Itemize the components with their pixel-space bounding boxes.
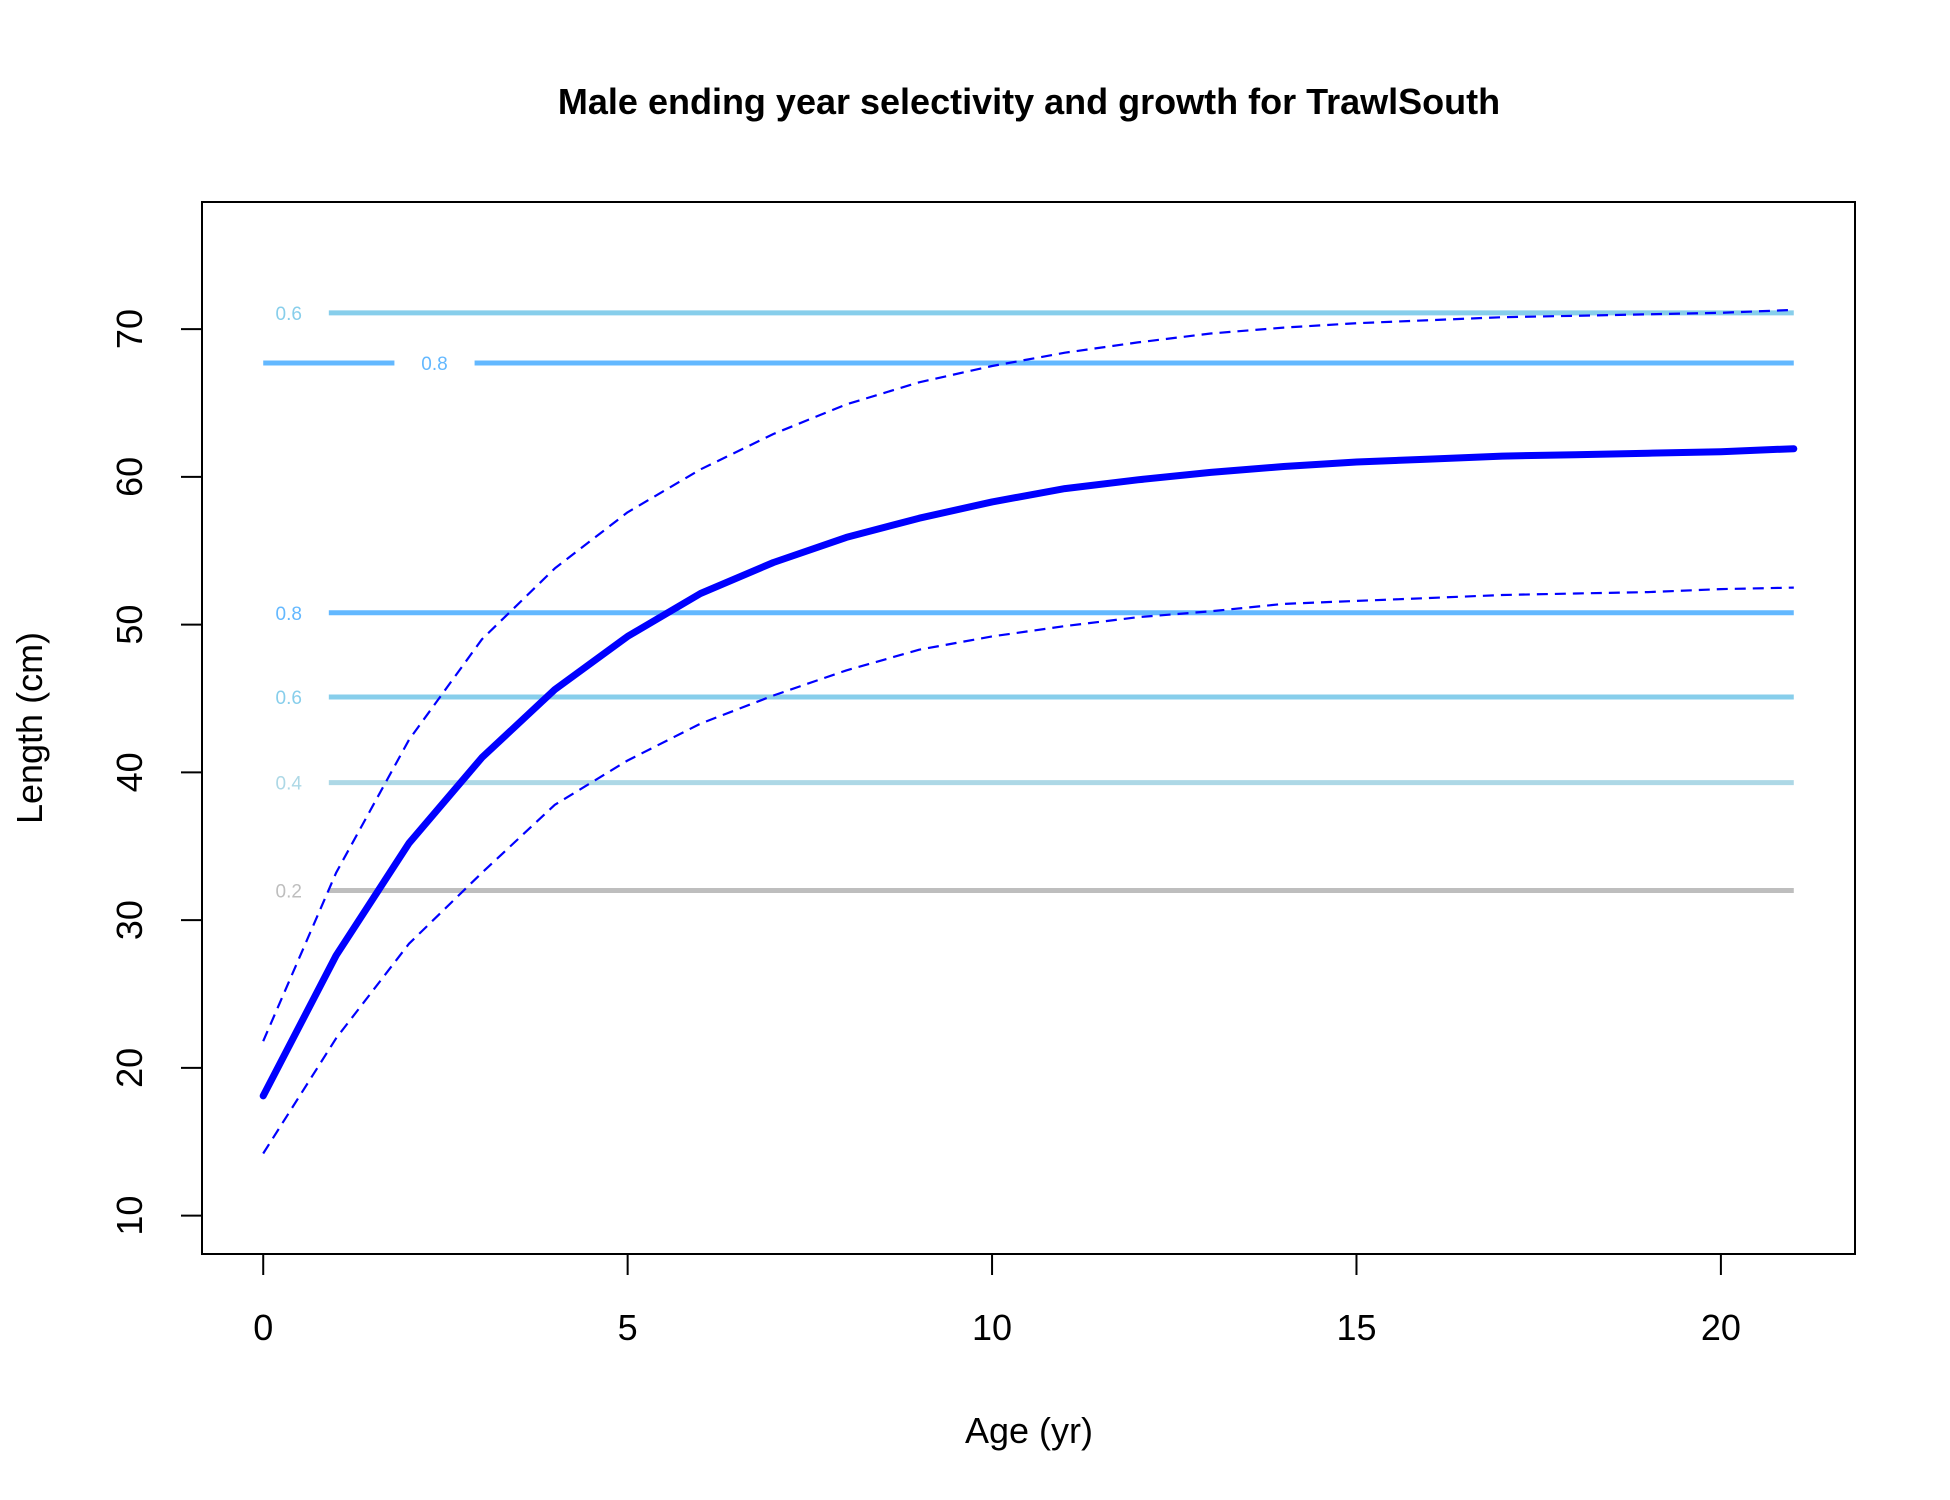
- y-tick-label-5: 60: [109, 457, 150, 497]
- x-tick-label-4: 20: [1701, 1307, 1741, 1348]
- y-tick-label-1: 20: [109, 1048, 150, 1088]
- contour-label-1: 0.8: [421, 354, 447, 375]
- x-tick-label-3: 15: [1336, 1307, 1376, 1348]
- x-tick-label-1: 5: [618, 1307, 638, 1348]
- x-tick-label-0: 0: [253, 1307, 273, 1348]
- selectivity-contour-layer: 0.6 0.8 0.8 0.6 0.4 0.2: [263, 304, 1794, 903]
- x-axis: 0 5 10 15 20: [253, 1253, 1741, 1348]
- chart-title: Male ending year selectivity and growth …: [558, 81, 1500, 122]
- x-tick-label-2: 10: [972, 1307, 1012, 1348]
- series-upper-interval: [262, 308, 1794, 1042]
- y-tick-label-2: 30: [109, 900, 150, 940]
- contour-label-0: 0.6: [276, 304, 302, 325]
- contour-label-3: 0.6: [276, 688, 302, 709]
- series-mean-length-at-age: [259, 445, 1798, 1100]
- y-tick-label-6: 70: [109, 309, 150, 349]
- contour-label-4: 0.4: [276, 774, 303, 795]
- x-axis-label: Age (yr): [965, 1410, 1093, 1451]
- contour-label-2: 0.8: [276, 604, 302, 625]
- y-axis: 10 20 30 40 50 60 70: [109, 309, 203, 1236]
- y-tick-label-4: 50: [109, 605, 150, 645]
- growth-series-layer: [259, 308, 1798, 1155]
- y-tick-label-0: 10: [109, 1196, 150, 1236]
- y-axis-label: Length (cm): [9, 632, 50, 824]
- contour-label-5: 0.2: [276, 882, 302, 903]
- series-lower-interval: [262, 586, 1794, 1155]
- y-tick-label-3: 40: [109, 752, 150, 792]
